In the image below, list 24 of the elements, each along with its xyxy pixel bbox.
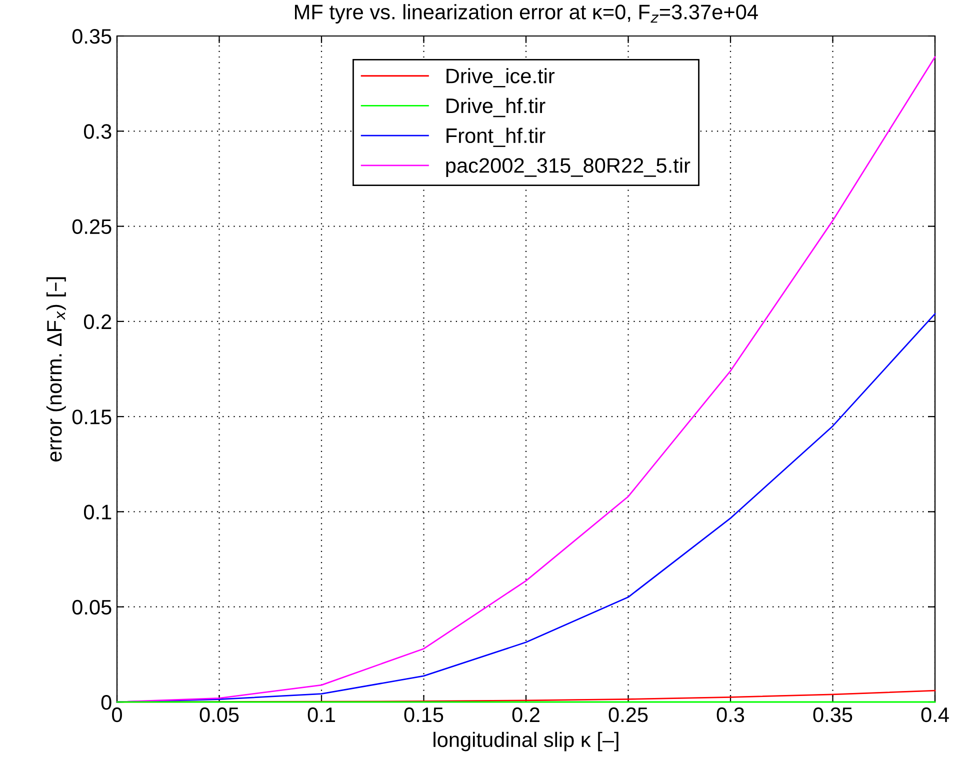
x-axis-title: longitudinal slip κ [–] [434,732,618,752]
x-tick-label: 0 [112,707,122,722]
y-tick-label: 0.15 [72,410,112,424]
x-tick-label: 0.05 [200,707,239,722]
y-tick-label: 0.05 [72,600,112,615]
legend-label: Front_hf.tir [446,128,546,147]
chart-title: MF tyre vs. linearization error at κ=0, F$_{z}$=3.37e+04 [295,4,758,24]
y-tick-label: 0.1 [84,504,112,520]
x-tick-label: 0.2 [512,707,540,722]
x-tick-label: 0.1 [308,707,335,722]
legend-label: Drive_ice.tir [446,68,555,88]
y-tick-label: 0.25 [72,219,112,234]
y-axis-title: error (norm. ΔF$_{x}$) [–] [46,277,66,462]
y-tick-label: 0.3 [84,124,112,139]
y-tick-label: 0 [101,695,112,710]
x-tick-label: 0.15 [404,707,444,722]
x-tick-label: 0.3 [716,707,744,722]
y-tick-label: 0.2 [84,314,112,330]
legend-label: Drive_hf.tir [446,98,546,118]
x-tick-label: 0.4 [921,707,949,722]
x-tick-label: 0.35 [813,707,852,722]
legend-label: pac2002_315_80R22_5.tir [446,158,690,177]
y-tick-label: 0.35 [72,29,112,44]
x-tick-label: 0.25 [608,707,648,722]
